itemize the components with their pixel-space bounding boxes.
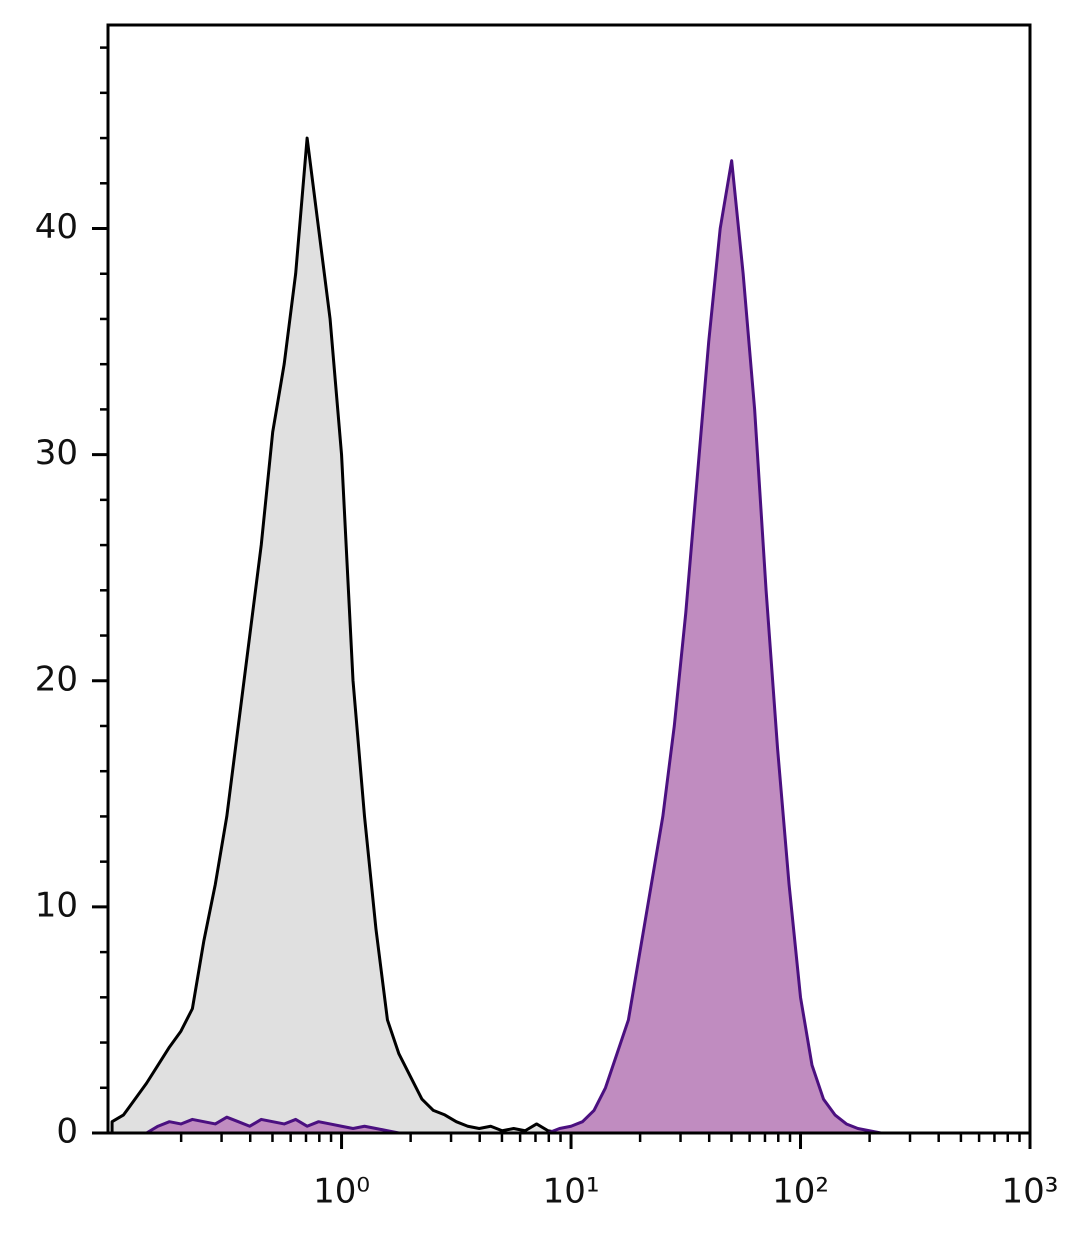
plot-frame (106, 23, 1032, 1135)
x-tick-label: 10¹ (543, 1172, 600, 1212)
y-tick-label: 20 (35, 659, 78, 699)
histogram-area (110, 136, 1032, 1135)
y-tick-label: 30 (35, 433, 78, 473)
y-tick-label: 40 (35, 207, 78, 247)
x-tick-label: 10² (772, 1172, 829, 1212)
x-tick-label: 10⁰ (313, 1172, 370, 1212)
y-tick-label: 10 (35, 885, 78, 925)
x-tick-label: 10³ (1002, 1172, 1059, 1212)
y-tick-label: 0 (56, 1112, 78, 1152)
